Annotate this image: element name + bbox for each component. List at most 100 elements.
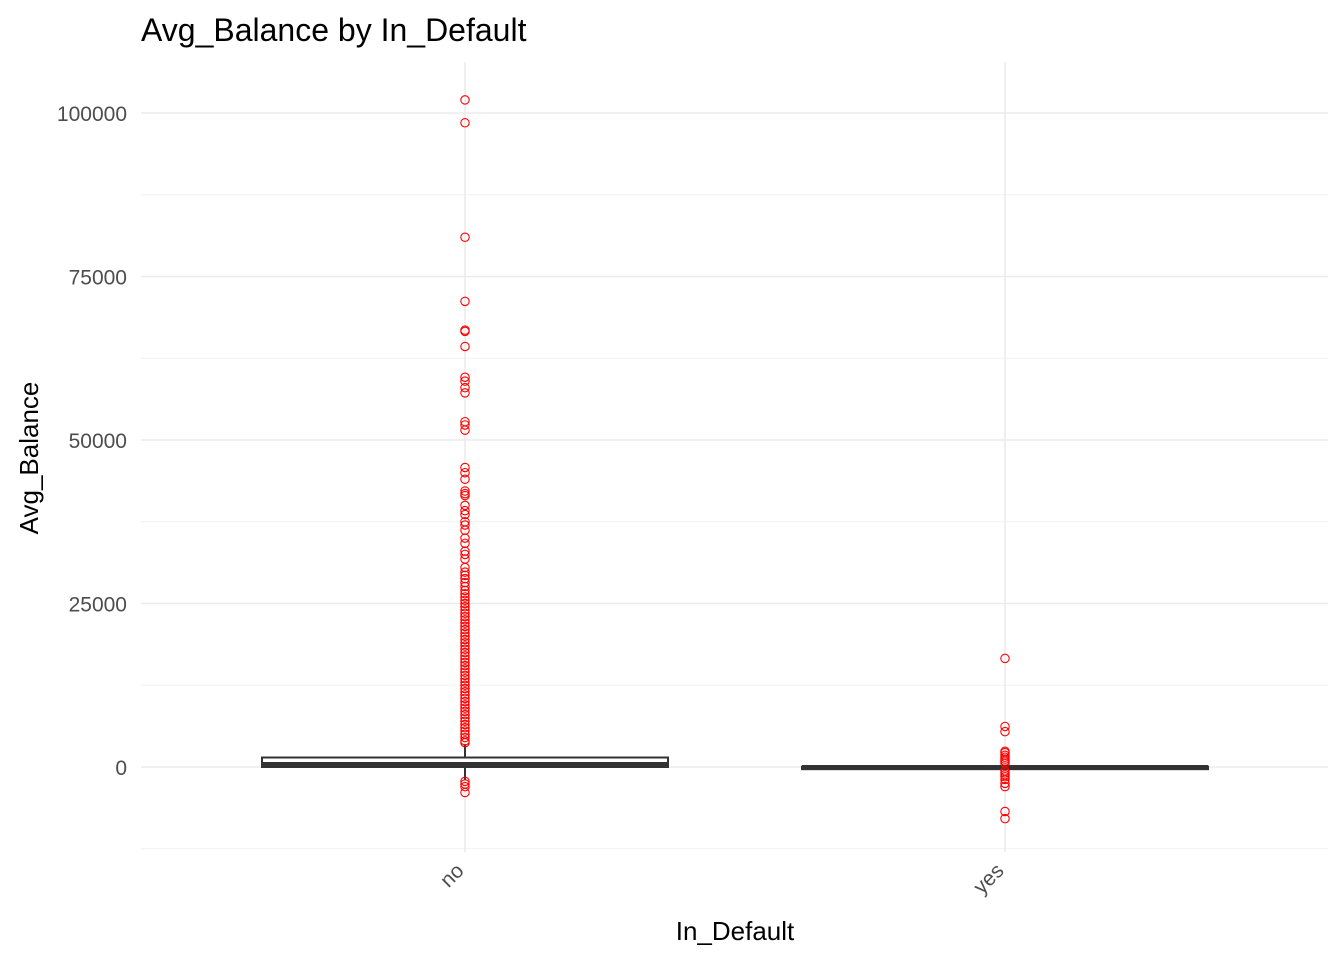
outlier-point bbox=[460, 664, 470, 674]
outlier-point bbox=[460, 651, 470, 661]
y-axis-title: Avg_Balance bbox=[14, 382, 44, 535]
outlier-point bbox=[460, 567, 470, 577]
outlier-point bbox=[1000, 813, 1010, 824]
outlier-point bbox=[460, 533, 470, 543]
outlier-point bbox=[460, 687, 470, 697]
x-axis-title: In_Default bbox=[676, 916, 795, 946]
outlier-point bbox=[460, 388, 470, 398]
outlier-point bbox=[460, 382, 470, 393]
outlier-point bbox=[460, 500, 470, 511]
outlier-point bbox=[460, 549, 470, 560]
boxes bbox=[261, 744, 1209, 781]
outlier-point bbox=[460, 341, 470, 352]
outlier-point bbox=[1000, 778, 1010, 789]
outlier-point bbox=[460, 520, 470, 530]
outlier-point bbox=[1000, 806, 1010, 817]
outlier-point bbox=[460, 631, 470, 641]
outlier-point bbox=[460, 628, 470, 638]
outlier-point bbox=[460, 700, 470, 710]
outlier-point bbox=[1000, 721, 1010, 732]
outlier-point bbox=[460, 690, 470, 700]
chart-title: Avg_Balance by In_Default bbox=[141, 12, 527, 48]
y-axis-ticks: 0 25000 50000 75000 100000 bbox=[57, 103, 127, 780]
outlier-point bbox=[460, 621, 470, 632]
outlier-point bbox=[460, 713, 470, 723]
outlier-point bbox=[460, 376, 470, 386]
outlier-point bbox=[460, 667, 470, 677]
outlier-point bbox=[460, 657, 470, 668]
outlier-point bbox=[460, 719, 470, 730]
outlier-point bbox=[460, 232, 470, 243]
outlier-point bbox=[460, 660, 470, 671]
outlier-point bbox=[460, 693, 470, 704]
outlier-point bbox=[460, 726, 470, 736]
outliers bbox=[460, 95, 1010, 824]
outlier-point bbox=[460, 602, 470, 612]
outlier-point bbox=[460, 505, 470, 516]
outlier-point bbox=[460, 637, 470, 648]
outlier-point bbox=[460, 546, 470, 556]
outlier-point bbox=[460, 585, 470, 596]
outlier-point bbox=[1000, 758, 1010, 768]
grid bbox=[141, 62, 1328, 852]
outlier-point bbox=[460, 683, 470, 694]
outlier-point bbox=[1000, 726, 1010, 737]
y-tick-label: 100000 bbox=[57, 103, 127, 126]
outlier-point bbox=[460, 420, 470, 430]
outlier-point bbox=[460, 787, 470, 798]
outlier-point bbox=[460, 118, 470, 128]
outlier-point bbox=[460, 615, 470, 625]
outlier-point bbox=[460, 509, 470, 520]
outlier-point bbox=[460, 372, 470, 382]
outlier-point bbox=[1000, 772, 1010, 782]
outlier-point bbox=[460, 467, 470, 478]
y-tick-label: 75000 bbox=[69, 267, 127, 290]
outlier-point bbox=[460, 709, 470, 720]
outlier-point bbox=[1000, 653, 1010, 664]
outlier-point bbox=[460, 706, 470, 717]
outlier-point bbox=[460, 618, 470, 628]
outlier-point bbox=[460, 608, 470, 619]
outlier-point bbox=[460, 598, 470, 609]
outlier-point bbox=[460, 595, 470, 605]
y-tick-label: 50000 bbox=[69, 430, 127, 453]
y-tick-label: 0 bbox=[115, 757, 127, 780]
outlier-point bbox=[460, 647, 470, 658]
outlier-point bbox=[460, 588, 470, 599]
outlier-point bbox=[460, 474, 470, 484]
outlier-point bbox=[460, 581, 470, 592]
outlier-point bbox=[460, 296, 470, 307]
outlier-point bbox=[460, 703, 470, 713]
outlier-point bbox=[460, 562, 470, 573]
outlier-point bbox=[460, 732, 470, 743]
x-tick-label: yes bbox=[969, 859, 1008, 898]
outlier-point bbox=[460, 538, 470, 549]
outlier-point bbox=[460, 486, 470, 496]
outlier-point bbox=[460, 723, 470, 733]
outlier-point bbox=[460, 641, 470, 651]
outlier-point bbox=[460, 673, 470, 684]
x-tick-label: no bbox=[436, 859, 469, 892]
outlier-point bbox=[1000, 781, 1010, 792]
outlier-point bbox=[460, 326, 470, 337]
outlier-point bbox=[460, 95, 470, 105]
outlier-point bbox=[460, 634, 470, 645]
outlier-point bbox=[460, 577, 470, 588]
outlier-point bbox=[460, 776, 470, 787]
outlier-point bbox=[460, 605, 470, 615]
outlier-point bbox=[460, 677, 470, 687]
box-no bbox=[261, 744, 669, 781]
outlier-point bbox=[460, 611, 470, 622]
x-axis-ticks: no yes bbox=[436, 859, 1009, 898]
outlier-point bbox=[460, 525, 470, 536]
outlier-point bbox=[1000, 774, 1010, 785]
outlier-point bbox=[460, 738, 470, 748]
outlier-point bbox=[460, 716, 470, 726]
outlier-point bbox=[460, 592, 470, 602]
outlier-point bbox=[460, 781, 470, 792]
outlier-point bbox=[460, 670, 470, 681]
outlier-point bbox=[460, 425, 470, 435]
y-tick-label: 25000 bbox=[69, 594, 127, 617]
outlier-point bbox=[460, 696, 470, 707]
outlier-point bbox=[460, 570, 470, 581]
